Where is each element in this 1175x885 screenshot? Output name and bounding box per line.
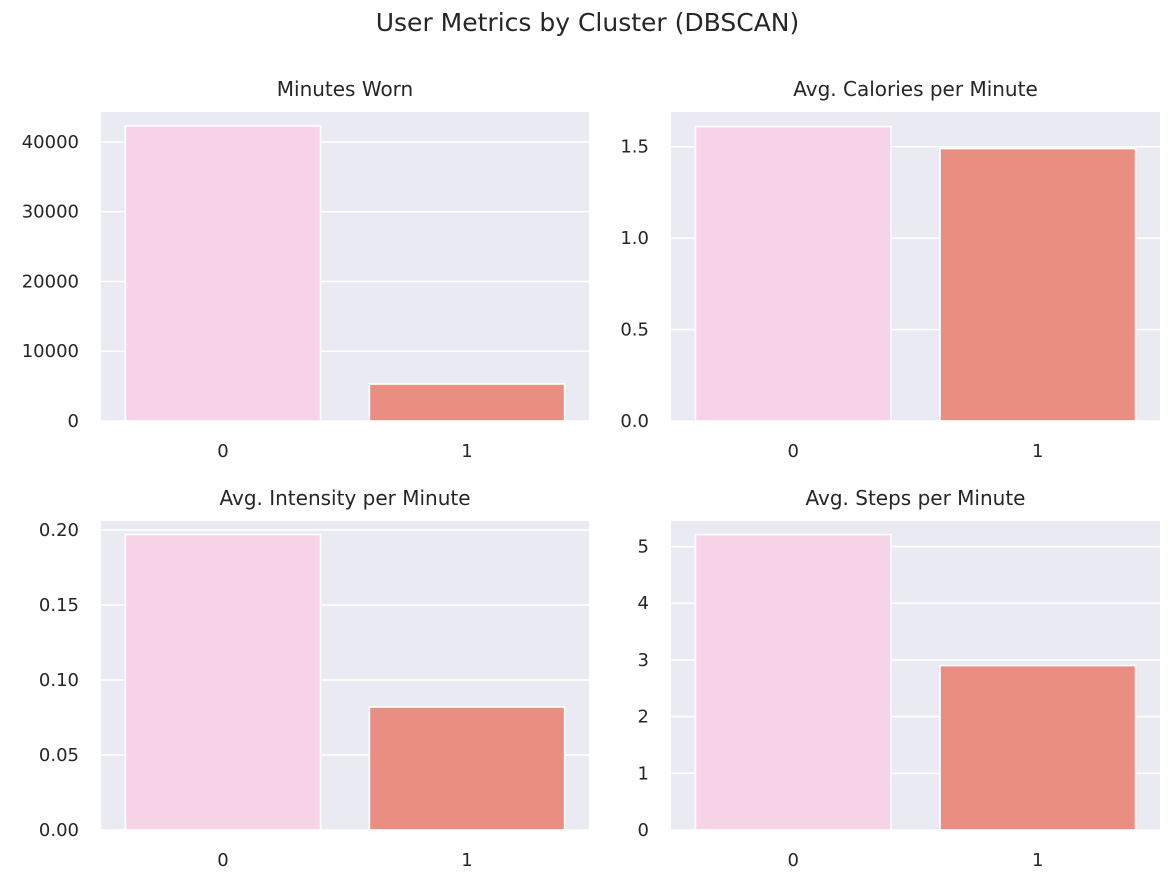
bar-cluster-1 <box>368 383 566 422</box>
y-tick-label: 10000 <box>22 341 79 362</box>
bar-cluster-0 <box>694 533 892 831</box>
chart-panel-1: 0.0 0.5 1.0 1.5 0 1 Avg. Calories per Minute <box>620 77 1160 462</box>
y-tick-label: 0 <box>638 820 649 841</box>
x-tick-label: 1 <box>1032 850 1043 871</box>
y-tick-label: 1 <box>638 763 649 784</box>
bar-cluster-0 <box>124 533 322 831</box>
x-tick-label: 0 <box>788 441 799 462</box>
y-tick-label: 0.05 <box>39 745 79 766</box>
subplot-title: Avg. Calories per Minute <box>793 77 1038 101</box>
y-tick-label: 30000 <box>22 202 79 223</box>
figure-title: User Metrics by Cluster (DBSCAN) <box>375 8 800 37</box>
x-tick-label: 1 <box>461 850 472 871</box>
chart-panel-0: 0 10000 20000 30000 40000 0 1 Minutes Worn <box>22 77 589 462</box>
y-tick-label: 3 <box>638 650 649 671</box>
x-tick-label: 0 <box>788 850 799 871</box>
chart-panel-3: 0 1 2 3 4 5 0 1 Avg. Steps per Minute <box>638 486 1160 871</box>
y-tick-label: 0 <box>68 411 79 432</box>
y-tick-label: 0.20 <box>39 520 79 541</box>
y-tick-label: 1.5 <box>620 137 649 158</box>
y-tick-label: 40000 <box>22 132 79 153</box>
bar-cluster-1 <box>368 706 566 831</box>
y-tick-label: 0.00 <box>39 820 79 841</box>
y-tick-label: 1.0 <box>620 228 649 249</box>
subplot-title: Avg. Steps per Minute <box>806 486 1026 510</box>
chart-panel-2: 0.00 0.05 0.10 0.15 0.20 0 1 Avg. Intensity per… <box>39 486 589 871</box>
bar-cluster-0 <box>694 125 892 422</box>
x-tick-label: 1 <box>1032 441 1043 462</box>
y-tick-label: 0.15 <box>39 595 79 616</box>
subplot-title: Minutes Worn <box>277 77 413 101</box>
x-tick-label: 0 <box>217 441 228 462</box>
y-tick-label: 5 <box>638 537 649 558</box>
bar-cluster-1 <box>939 147 1137 422</box>
x-tick-label: 0 <box>217 850 228 871</box>
subplot-title: Avg. Intensity per Minute <box>219 486 470 510</box>
y-tick-label: 20000 <box>22 271 79 292</box>
x-tick-label: 1 <box>461 441 472 462</box>
y-tick-label: 2 <box>638 707 649 728</box>
y-tick-label: 0.10 <box>39 670 79 691</box>
y-tick-label: 0.0 <box>620 411 649 432</box>
y-tick-label: 4 <box>638 593 649 614</box>
y-tick-label: 0.5 <box>620 320 649 341</box>
bar-cluster-1 <box>939 664 1137 831</box>
bar-cluster-0 <box>124 125 322 422</box>
